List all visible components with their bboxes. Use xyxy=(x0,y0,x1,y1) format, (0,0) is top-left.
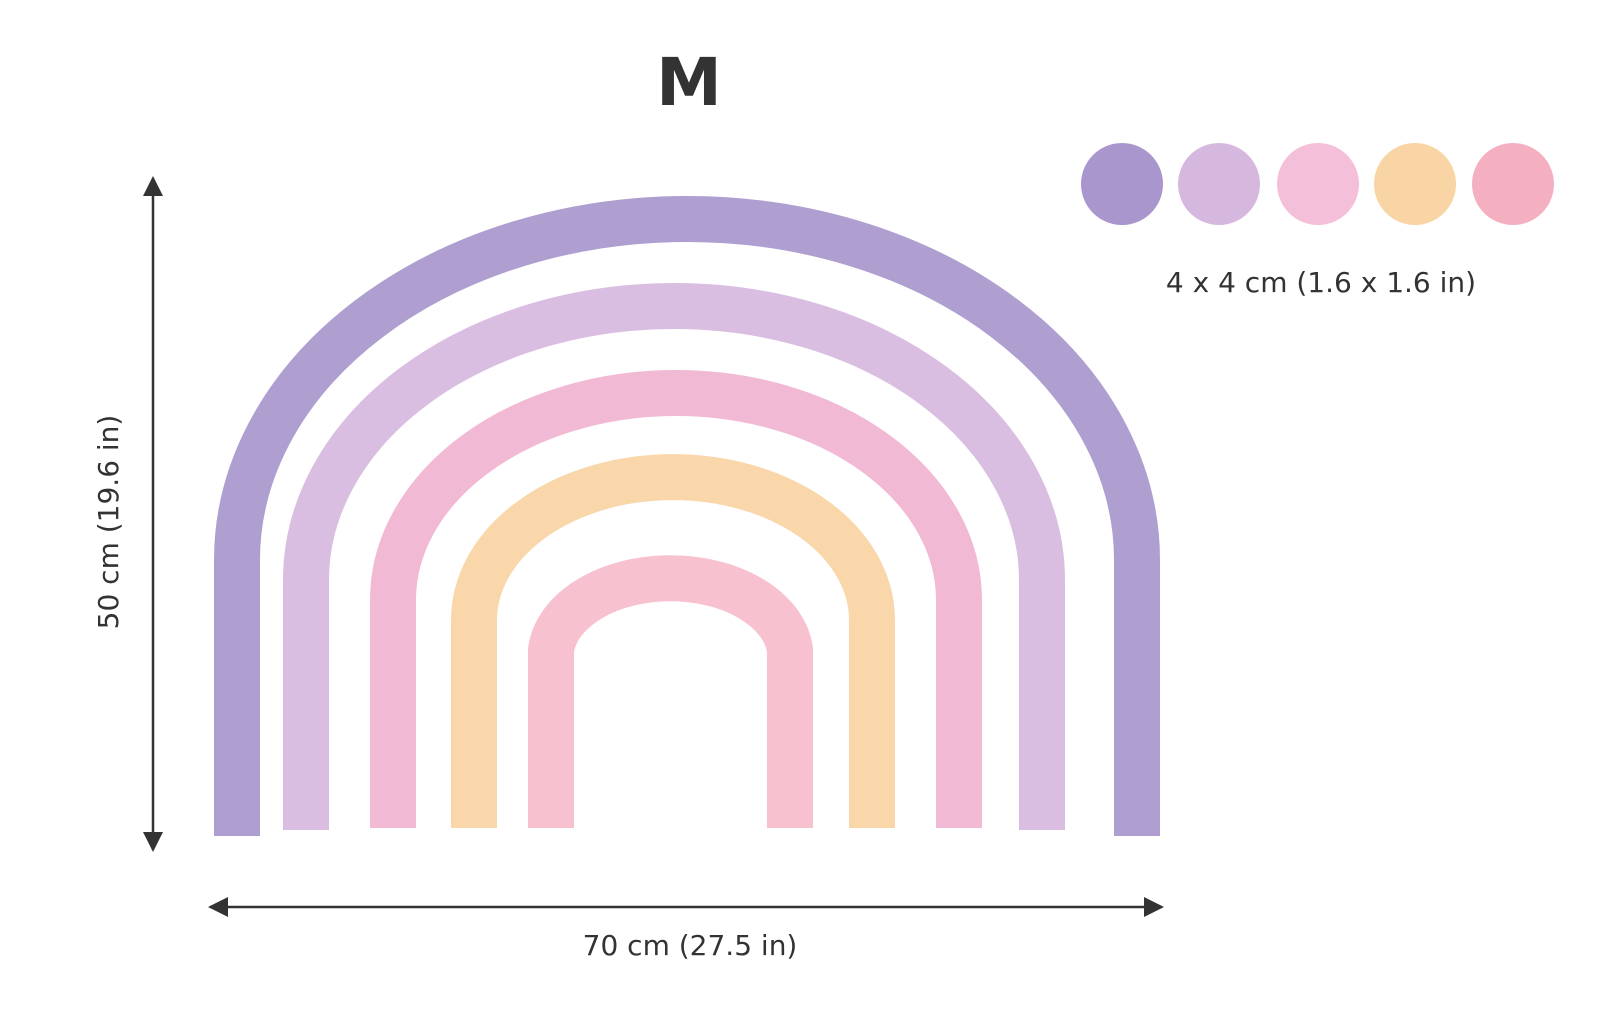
height-label: 50 cm (19.6 in) xyxy=(92,415,125,630)
band-rose xyxy=(528,555,813,828)
size-title: M xyxy=(656,44,722,121)
rainbow xyxy=(214,196,1160,836)
dot-pink xyxy=(1277,143,1359,225)
dot-lilac xyxy=(1178,143,1260,225)
band-peach xyxy=(451,454,895,828)
dot-rose xyxy=(1472,143,1554,225)
dots xyxy=(1081,143,1554,225)
band-lilac xyxy=(283,283,1065,830)
dot-peach xyxy=(1374,143,1456,225)
band-purple xyxy=(214,196,1160,836)
band-pink xyxy=(370,370,982,828)
dots-label: 4 x 4 cm (1.6 x 1.6 in) xyxy=(1166,266,1476,299)
dot-purple xyxy=(1081,143,1163,225)
width-label: 70 cm (27.5 in) xyxy=(583,929,798,962)
